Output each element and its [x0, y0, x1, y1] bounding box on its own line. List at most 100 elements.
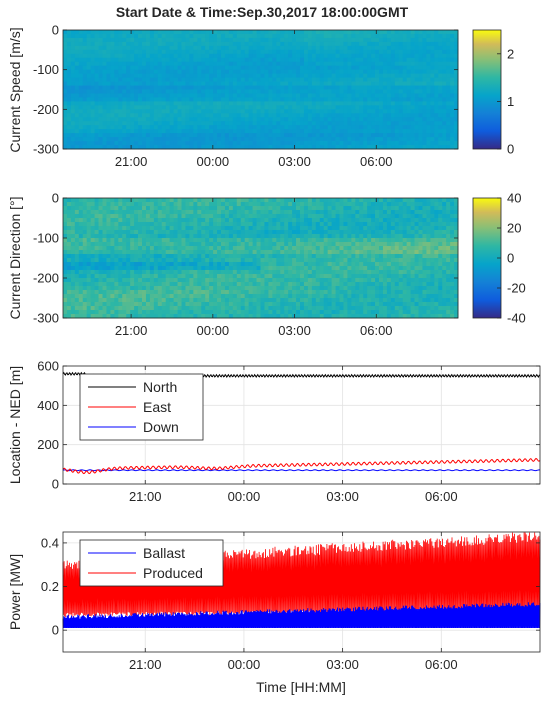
heatmap-cell — [122, 210, 127, 215]
heatmap-cell — [86, 30, 92, 35]
heatmap-cell — [169, 258, 174, 263]
heatmap-cell — [422, 69, 427, 75]
heatmap-cell — [185, 73, 190, 78]
heatmap-cell — [454, 41, 459, 47]
heatmap-cell — [244, 222, 250, 227]
heatmap-cell — [272, 141, 277, 146]
heatmap-cell — [268, 210, 273, 215]
heatmap-cell — [311, 214, 317, 219]
heatmap-cell — [414, 202, 419, 207]
heatmap-cell — [102, 246, 107, 251]
heatmap-cell — [63, 274, 68, 279]
heatmap-cell — [114, 218, 119, 223]
heatmap-cell — [260, 101, 265, 106]
heatmap-cell — [94, 97, 99, 102]
heatmap-cell — [161, 210, 167, 215]
heatmap-cell — [335, 262, 340, 267]
heatmap-cell — [82, 77, 88, 82]
heatmap-cell — [122, 222, 127, 227]
heatmap-cell — [430, 262, 435, 267]
heatmap-cell — [292, 81, 297, 86]
heatmap-cell — [331, 37, 336, 43]
heatmap-cell — [248, 81, 253, 86]
heatmap-cell — [418, 137, 423, 142]
heatmap-cell — [410, 121, 415, 126]
heatmap-cell — [319, 33, 325, 39]
heatmap-cell — [347, 93, 352, 98]
heatmap-cell — [110, 266, 115, 271]
heatmap-cell — [149, 125, 155, 130]
heatmap-cell — [323, 125, 329, 130]
heatmap-cell — [438, 125, 443, 130]
heatmap-cell — [382, 222, 388, 227]
heatmap-cell — [418, 258, 423, 263]
heatmap-cell — [386, 93, 392, 98]
heatmap-cell — [442, 145, 447, 150]
heatmap-cell — [134, 117, 139, 122]
heatmap-cell — [86, 206, 92, 211]
heatmap-cell — [442, 198, 447, 203]
heatmap-cell — [359, 222, 364, 227]
heatmap-cell — [74, 77, 80, 82]
heatmap-cell — [418, 73, 423, 78]
heatmap-cell — [264, 133, 269, 138]
heatmap-cell — [260, 113, 265, 118]
heatmap-cell — [307, 206, 313, 211]
heatmap-cell — [66, 33, 72, 39]
heatmap-cell — [339, 202, 344, 207]
heatmap-cell — [351, 274, 356, 279]
heatmap-cell — [402, 30, 408, 35]
heatmap-cell — [288, 206, 293, 211]
heatmap-cell — [82, 198, 88, 203]
heatmap-cell — [221, 270, 226, 275]
heatmap-cell — [260, 206, 265, 211]
heatmap-cell — [114, 206, 119, 211]
heatmap-cell — [264, 57, 269, 63]
heatmap-cell — [98, 274, 103, 279]
heatmap-cell — [213, 61, 218, 67]
heatmap-cell — [130, 125, 135, 130]
heatmap-cell — [272, 93, 277, 98]
heatmap-cell — [86, 246, 92, 251]
heatmap-cell — [418, 81, 423, 86]
heatmap-cell — [382, 234, 388, 239]
heatmap-cell — [331, 246, 336, 251]
heatmap-cell — [272, 145, 277, 150]
heatmap-cell — [311, 141, 317, 146]
heatmap-cell — [161, 105, 167, 110]
heatmap-cell — [280, 210, 285, 215]
heatmap-cell — [244, 113, 250, 118]
heatmap-cell — [94, 53, 99, 59]
heatmap-cell — [296, 30, 301, 35]
heatmap-cell — [110, 258, 115, 263]
heatmap-cell — [193, 81, 198, 86]
heatmap-cell — [296, 137, 301, 142]
heatmap-cell — [288, 57, 293, 63]
heatmap-cell — [126, 234, 131, 239]
heatmap-cell — [347, 61, 352, 67]
heatmap-cell — [224, 210, 230, 215]
heatmap-cell — [268, 230, 273, 235]
heatmap-cell — [319, 65, 325, 71]
heatmap-cell — [173, 117, 178, 122]
heatmap-cell — [442, 214, 447, 219]
heatmap-cell — [347, 238, 352, 243]
heatmap-cell — [153, 73, 159, 78]
heatmap-cell — [201, 109, 206, 114]
heatmap-cell — [288, 254, 293, 259]
heatmap-cell — [205, 117, 210, 122]
heatmap-cell — [102, 222, 107, 227]
heatmap-cell — [82, 33, 88, 39]
heatmap-cell — [193, 141, 198, 146]
heatmap-cell — [110, 117, 115, 122]
heatmap-cell — [426, 49, 431, 55]
heatmap-cell — [382, 85, 388, 90]
heatmap-cell — [63, 41, 68, 47]
heatmap-cell — [181, 89, 186, 94]
heatmap-cell — [66, 137, 72, 142]
heatmap-cell — [406, 93, 411, 98]
heatmap-cell — [339, 61, 344, 67]
heatmap-cell — [343, 238, 348, 243]
heatmap-cell — [173, 85, 178, 90]
heatmap-cell — [177, 73, 182, 78]
